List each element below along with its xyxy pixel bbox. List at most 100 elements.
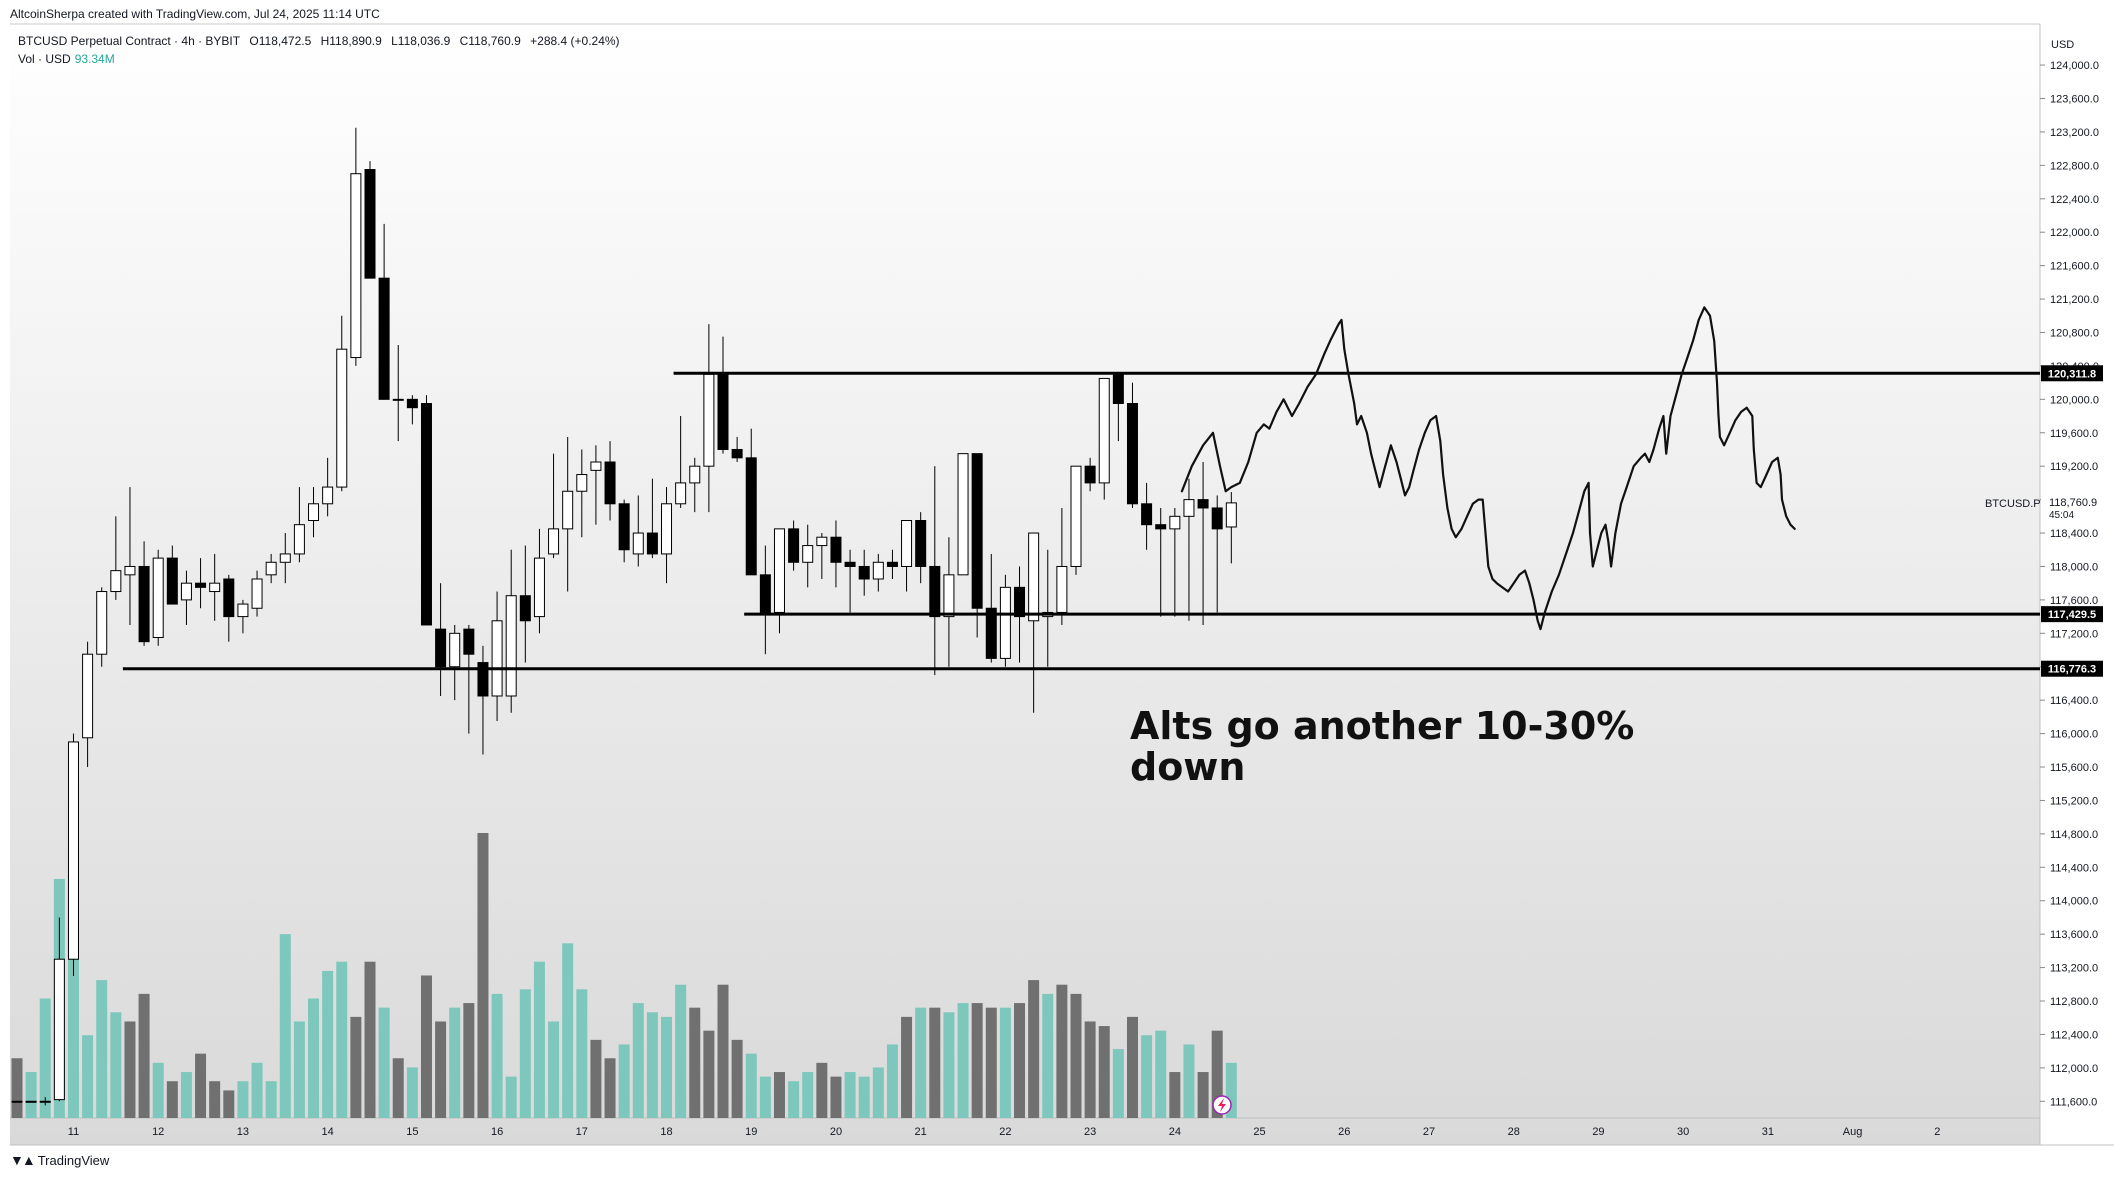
time-tick-label: 19 — [745, 1126, 757, 1138]
candle-down — [195, 582, 207, 588]
volume-bar — [590, 1039, 602, 1118]
volume-bar — [661, 1016, 673, 1118]
level-price-tag — [2041, 660, 2103, 677]
volume-bar — [265, 1081, 277, 1118]
volume-bar — [533, 961, 545, 1118]
volume-legend[interactable]: Vol · USD 93.34M — [18, 52, 115, 66]
price-tick-label: 117,200.0 — [2050, 628, 2098, 640]
candle-up — [322, 486, 334, 505]
volume-bar — [449, 1007, 461, 1118]
candle-down — [1084, 465, 1096, 484]
volume-bar — [872, 1067, 884, 1118]
volume-bar — [731, 1039, 743, 1118]
time-tick-label: 15 — [406, 1126, 418, 1138]
candle-up — [689, 465, 701, 484]
time-tick-label: 29 — [1592, 1126, 1604, 1138]
volume-label: Vol · USD — [18, 52, 71, 66]
candle-up — [209, 582, 221, 593]
volume-bar — [1084, 1021, 1096, 1118]
volume-bar — [618, 1044, 630, 1118]
candle-up — [124, 565, 136, 576]
ohlc-close: C118,760.9 — [459, 34, 521, 48]
candle-down — [985, 607, 997, 659]
price-tick-label: 123,200.0 — [2050, 127, 2099, 139]
candle-down — [1014, 586, 1026, 618]
candle-up — [675, 482, 687, 505]
volume-bar — [901, 1016, 913, 1118]
volume-bar — [562, 943, 574, 1118]
volume-bar — [39, 998, 51, 1118]
candle-up — [872, 561, 884, 580]
volume-bar — [1211, 1030, 1223, 1118]
level-price-label: 117,429.5 — [2048, 609, 2096, 621]
volume-bar — [773, 1072, 785, 1118]
volume-bar — [110, 1012, 122, 1118]
time-tick-label: 28 — [1508, 1126, 1520, 1138]
volume-bar — [689, 1007, 701, 1118]
price-tick-label: 121,600.0 — [2050, 261, 2099, 273]
volume-bar — [1126, 1016, 1138, 1118]
candle-down — [1155, 524, 1167, 530]
volume-bar — [67, 924, 79, 1118]
symbol-tag: BTCUSD.P — [1985, 498, 2041, 510]
chart-annotation[interactable]: Alts go another 10-30% down — [1130, 706, 1634, 788]
time-tick-label: 12 — [152, 1126, 164, 1138]
price-tick-label: 121,200.0 — [2050, 294, 2099, 306]
volume-bar — [703, 1030, 715, 1118]
candle-up — [1183, 499, 1195, 517]
price-tick-label: 111,600.0 — [2050, 1096, 2097, 1108]
time-tick-label: 21 — [915, 1126, 927, 1138]
price-tick-label: 114,400.0 — [2050, 862, 2098, 874]
candle-up — [802, 545, 814, 563]
volume-bar — [802, 1072, 814, 1118]
price-tick-label: 114,800.0 — [2050, 829, 2098, 841]
price-tick-label: 123,600.0 — [2050, 93, 2099, 105]
time-tick-label: 22 — [999, 1126, 1011, 1138]
volume-bar — [929, 1007, 941, 1118]
candle-down — [435, 628, 447, 668]
price-tick-label: 119,200.0 — [2050, 461, 2098, 473]
candle-up — [67, 741, 79, 960]
volume-bar — [576, 989, 588, 1118]
candle-down — [858, 565, 870, 580]
volume-bar — [336, 961, 348, 1118]
volume-bar — [322, 970, 334, 1118]
volume-bar — [152, 1062, 164, 1118]
price-tick-label: 114,000.0 — [2050, 896, 2098, 908]
replay-icon[interactable] — [1212, 1095, 1232, 1115]
ohlc-open: O118,472.5 — [249, 34, 312, 48]
time-tick-label: 26 — [1338, 1126, 1350, 1138]
volume-bar — [96, 980, 108, 1118]
symbol-legend[interactable]: BTCUSD Perpetual Contract · 4h · BYBIT O… — [18, 34, 626, 48]
candle-up — [491, 620, 503, 697]
price-tick-label: 115,200.0 — [2050, 795, 2098, 807]
volume-bar — [1112, 1049, 1124, 1118]
countdown-label: 45:04 — [2049, 510, 2074, 521]
time-tick-label: 30 — [1677, 1126, 1689, 1138]
currency-label[interactable]: USD — [2051, 39, 2074, 51]
volume-bar — [166, 1081, 178, 1118]
price-tick-label: 118,000.0 — [2050, 561, 2098, 573]
volume-bar — [505, 1076, 517, 1118]
candle-up — [999, 586, 1011, 659]
price-tick-label: 119,600.0 — [2050, 428, 2098, 440]
candle-up — [25, 1100, 37, 1103]
time-tick-label: 14 — [322, 1126, 334, 1138]
candle-down — [138, 565, 150, 643]
symbol-title[interactable]: BTCUSD Perpetual Contract · 4h · BYBIT — [18, 34, 241, 48]
price-tick-label: 117,600.0 — [2050, 595, 2098, 607]
candle-down — [731, 448, 743, 459]
candle-up — [576, 474, 588, 492]
volume-bar — [209, 1081, 221, 1118]
candle-down — [378, 277, 390, 400]
price-tick-label: 113,200.0 — [2050, 963, 2098, 975]
candle-down — [646, 532, 658, 555]
time-tick-label: 18 — [660, 1126, 672, 1138]
candle-up — [1070, 465, 1082, 567]
tradingview-brand[interactable]: ▼▲ TradingView — [10, 1152, 109, 1168]
candle-up — [548, 528, 560, 555]
candle-up — [505, 595, 517, 697]
volume-bar — [1197, 1072, 1209, 1118]
volume-bar — [830, 1076, 842, 1118]
